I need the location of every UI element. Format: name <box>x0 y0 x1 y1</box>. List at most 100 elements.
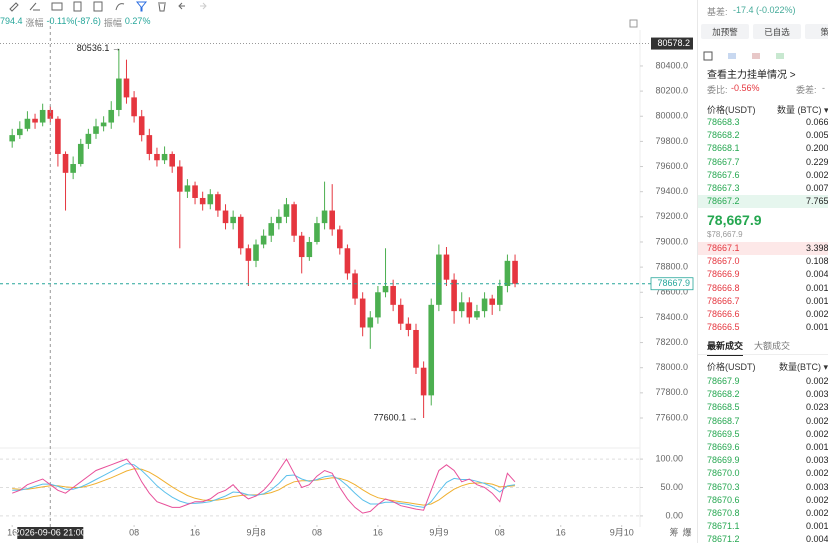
price: 78668.2 <box>707 389 740 400</box>
trades-row: 78668.7 0.002 <box>698 415 828 428</box>
candle-body <box>382 285 389 293</box>
icon[interactable] <box>728 53 736 59</box>
trades-row: 78669.9 0.003 <box>698 454 828 467</box>
candle-body <box>466 302 473 318</box>
quantity: 0.108 <box>806 256 828 267</box>
liquidation-toggle[interactable]: 爆 <box>682 526 691 537</box>
pattern-icon[interactable] <box>51 2 63 11</box>
candle-body <box>32 118 38 123</box>
candle-body <box>504 260 511 286</box>
clipboard-icon[interactable] <box>73 1 82 12</box>
quantity: 0.001 <box>806 521 828 532</box>
trades-price-header: 价格(USDT) <box>707 362 756 372</box>
y-tick-label: 78200.0 <box>655 337 688 347</box>
order-panel: 基差: -17.4 (-0.022%) 加预警 已自选 策略 查看主力挂单情况 … <box>697 0 828 543</box>
last-price-usd: $78,667.9 <box>707 230 743 239</box>
crosshair-time-box <box>17 527 84 539</box>
asks-row: 78667.2 7.765 <box>698 195 828 209</box>
bids-row: 78666.9 0.004 <box>698 268 828 281</box>
magnet-icon[interactable] <box>115 3 125 11</box>
draw-icon[interactable] <box>29 2 40 11</box>
quantity: 0.002 <box>806 376 828 386</box>
y-tick-label: 78000.0 <box>655 362 688 372</box>
pen-icon[interactable] <box>9 2 19 12</box>
strategy-button[interactable]: 策略 <box>805 24 828 39</box>
bids-row: 78667.1 3.398 <box>698 242 828 255</box>
price: 78668.3 <box>707 117 740 127</box>
price: 78669.6 <box>707 442 740 452</box>
redo-icon[interactable] <box>200 2 207 10</box>
watchlist-button[interactable]: 已自选 <box>753 24 801 39</box>
asks-row: 78667.3 0.007 <box>698 182 828 195</box>
high-annotation: 80536.1 → <box>77 43 121 53</box>
filter-icon[interactable] <box>135 1 148 12</box>
note-icon[interactable] <box>93 1 103 12</box>
basis-label: 基差: <box>707 7 728 17</box>
book-qty-header[interactable]: 数量 (BTC) ▾ <box>777 105 828 115</box>
candle-body <box>405 323 412 330</box>
candle-body <box>276 216 282 224</box>
trades-row: 78670.0 0.002 <box>698 467 828 480</box>
icon[interactable] <box>703 51 713 61</box>
asks-row: 78668.1 0.200 <box>698 142 828 155</box>
quantity: 0.003 <box>806 389 828 400</box>
icon[interactable] <box>752 53 760 59</box>
y-tick-label: 78800.0 <box>655 261 688 271</box>
bids-row: 78666.7 0.001 <box>698 295 828 308</box>
fullscreen-icon[interactable] <box>629 19 638 28</box>
candle-body <box>138 116 145 136</box>
candle-body <box>184 185 191 192</box>
candle-body <box>192 185 198 198</box>
candle-body <box>85 133 92 144</box>
candle-body <box>116 78 122 110</box>
candle-body <box>146 135 153 154</box>
price: 78671.2 <box>707 534 740 543</box>
price: 78668.1 <box>707 143 740 154</box>
depth-link[interactable]: 查看主力挂单情况 > <box>707 70 796 81</box>
candle-body <box>375 292 381 318</box>
y-tick-label: 79000.0 <box>655 236 688 246</box>
candle-body <box>154 153 160 161</box>
toolbar-icons <box>9 1 638 28</box>
candle-body <box>9 135 15 142</box>
price: 78669.9 <box>707 455 740 466</box>
trades-row: 78668.5 0.023 <box>698 401 828 414</box>
candle-body <box>306 241 313 258</box>
undo-icon[interactable] <box>178 2 185 10</box>
quantity: 0.002 <box>806 428 828 439</box>
alert-button[interactable]: 加预警 <box>701 24 749 39</box>
candle-body <box>497 285 503 305</box>
y-tick-label: 77800.0 <box>655 387 688 397</box>
trades-qty-header[interactable]: 数量(BTC) ▾ <box>779 362 828 372</box>
trash-icon[interactable] <box>158 2 166 12</box>
candle-body <box>222 210 229 224</box>
price: 78666.9 <box>707 269 740 280</box>
candle-body <box>207 194 214 205</box>
large-trades-tab[interactable]: 大额成交 <box>754 341 791 351</box>
asks-row: 78667.7 0.229 <box>698 156 828 169</box>
x-tick-label: 9月9 <box>429 527 448 537</box>
chip-toggle[interactable]: 筹 <box>669 526 678 537</box>
trades-row: 78669.6 0.001 <box>698 441 828 454</box>
trades-tab[interactable]: 最新成交 <box>707 339 744 356</box>
quantity: 7.765 <box>806 196 828 207</box>
bids-row: 78666.6 0.002 <box>698 308 828 321</box>
price: 78667.1 <box>707 243 740 253</box>
trades-row: 78671.2 0.004 <box>698 533 828 543</box>
price: 78667.3 <box>707 183 740 193</box>
asks-row: 78668.2 0.005 <box>698 129 828 142</box>
diff-value: - <box>822 83 825 93</box>
crosshair-price-label: 80578.2 <box>657 38 690 48</box>
diff-label: 委差: <box>796 85 817 95</box>
price: 78667.6 <box>707 169 740 180</box>
candle-body <box>420 367 427 396</box>
icon[interactable] <box>776 53 784 59</box>
price: 78669.5 <box>707 428 740 439</box>
y-tick-label: 80400.0 <box>655 60 688 70</box>
candle-body <box>131 97 137 117</box>
chart: 筹 爆 77600.0 77800.0 78000.0 78200.0 78400.0 7… <box>0 1 694 539</box>
candle-body <box>169 153 175 167</box>
candle-body <box>177 166 183 192</box>
y-tick-label: 79600.0 <box>655 161 688 171</box>
